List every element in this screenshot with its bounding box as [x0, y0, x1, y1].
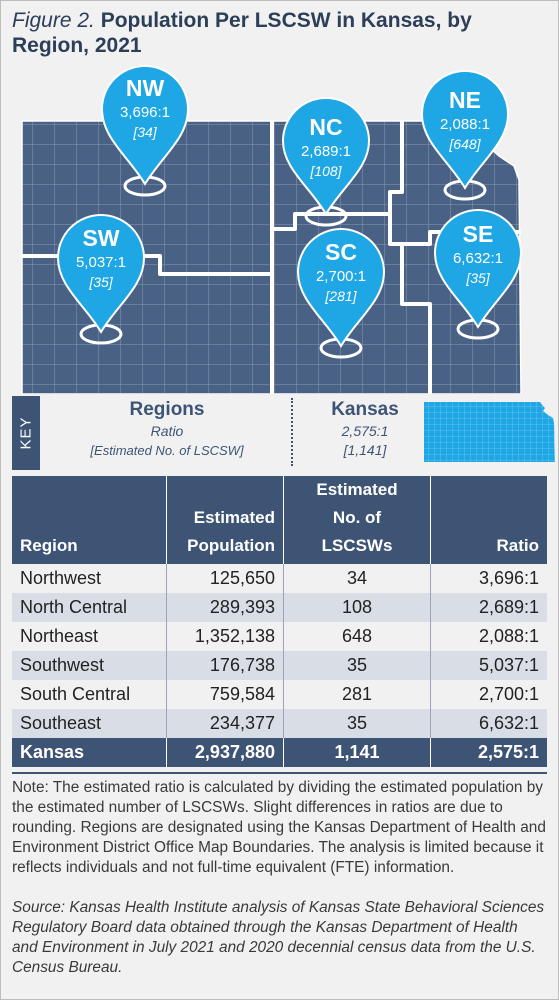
cell-population: 176,738	[166, 651, 284, 680]
kansas-mini-map	[424, 402, 555, 462]
population-table: Region Estimated Population Estimated No…	[12, 476, 547, 767]
table-row: Northeast 1,352,138 648 2,088:1	[12, 622, 547, 651]
cell-lscsws: 34	[283, 564, 431, 593]
cell-population: 759,584	[166, 680, 284, 709]
cell-population: 125,650	[166, 564, 284, 593]
figure-source: Source: Kansas Health Institute analysis…	[12, 899, 545, 976]
cell-ratio: 2,700:1	[430, 680, 547, 709]
figure-note: Note: The estimated ratio is calculated …	[12, 779, 546, 876]
map-key: KEY Regions Ratio [Estimated No. of LSCS…	[12, 396, 555, 470]
table-header-row: Region Estimated Population Estimated No…	[12, 476, 547, 564]
key-kansas: Kansas 2,575:1 [1,141]	[310, 398, 420, 460]
pin-sw-count: [35]	[88, 274, 113, 290]
kansas-region-map: NW 3,696:1 [34] NC 2,689:1 [108] NE 2,08…	[21, 65, 523, 394]
key-regions-ratio: Ratio	[150, 423, 184, 439]
cell-region: North Central	[12, 593, 167, 622]
pin-ne-ratio: 2,088:1	[440, 116, 490, 133]
table-row: Southwest 176,738 35 5,037:1	[12, 651, 547, 680]
cell-ratio: 2,088:1	[430, 622, 547, 651]
cell-population: 2,937,880	[166, 738, 284, 767]
cell-population: 234,377	[166, 709, 284, 738]
cell-ratio: 2,689:1	[430, 593, 547, 622]
pin-sc: SC 2,700:1 [281]	[296, 228, 386, 359]
table-row: Southeast 234,377 35 6,632:1	[12, 709, 547, 738]
cell-ratio: 5,037:1	[430, 651, 547, 680]
figure-title: Figure 2. Population Per LSCSW in Kansas…	[12, 8, 547, 58]
col-header-ratio: Ratio	[430, 476, 547, 564]
cell-ratio: 2,575:1	[430, 738, 547, 767]
table-bottom-rule	[12, 772, 547, 774]
cell-population: 1,352,138	[166, 622, 284, 651]
table-row: South Central 759,584 281 2,700:1	[12, 680, 547, 709]
pin-sw-code: SW	[82, 225, 119, 251]
cell-region: Kansas	[12, 738, 167, 767]
key-regions: Regions Ratio [Estimated No. of LSCSW]	[62, 398, 272, 460]
col-header-population: Estimated Population	[166, 476, 284, 564]
pin-nw-code: NW	[126, 75, 165, 101]
cell-lscsws: 1,141	[283, 738, 431, 767]
pin-ne-code: NE	[449, 87, 481, 113]
key-tab: KEY	[12, 396, 40, 470]
cell-ratio: 3,696:1	[430, 564, 547, 593]
pin-sc-count: [281]	[324, 288, 357, 304]
pin-sw-ratio: 5,037:1	[76, 254, 126, 271]
pin-se-code: SE	[463, 221, 494, 247]
cell-region: Northwest	[20, 568, 102, 588]
pin-nw-count: [34]	[132, 124, 157, 140]
pin-se: SE 6,632:1 [35]	[433, 209, 523, 340]
pin-nw: NW 3,696:1 [34]	[100, 65, 190, 197]
cell-lscsws: 35	[283, 651, 431, 680]
pin-ne: NE 2,088:1 [648]	[420, 70, 510, 201]
pin-ne-count: [648]	[448, 136, 481, 152]
pin-sc-code: SC	[325, 239, 357, 265]
cell-region: Southeast	[12, 709, 167, 738]
table-row: North Central 289,393 108 2,689:1	[12, 593, 547, 622]
key-kansas-ratio: 2,575:1	[341, 423, 389, 439]
figure-title-text: Population Per LSCSW in Kansas, by Regio…	[12, 9, 472, 57]
figure-label: Figure 2.	[12, 9, 95, 32]
table-total-row: Kansas 2,937,880 1,141 2,575:1	[12, 738, 547, 767]
key-tab-label: KEY	[17, 416, 35, 450]
pin-se-count: [35]	[465, 270, 490, 286]
cell-ratio: 6,632:1	[430, 709, 547, 738]
key-divider	[291, 398, 293, 466]
cell-lscsws: 281	[283, 680, 431, 709]
table-row: Northwest 125,650 34 3,696:1	[12, 564, 547, 593]
pin-sw: SW 5,037:1 [35]	[56, 214, 146, 345]
pin-sc-ratio: 2,700:1	[316, 268, 366, 285]
key-regions-count: [Estimated No. of LSCSW]	[90, 443, 244, 458]
key-regions-heading: Regions	[129, 399, 205, 420]
col-header-lscsws: Estimated No. of LSCSWs	[283, 476, 431, 564]
cell-region: Northeast	[20, 626, 99, 646]
pin-nc-count: [108]	[309, 163, 342, 179]
pin-se-ratio: 6,632:1	[453, 250, 503, 267]
pin-nc: NC 2,689:1 [108]	[281, 97, 371, 227]
pin-nc-ratio: 2,689:1	[301, 143, 351, 160]
cell-lscsws: 648	[283, 622, 431, 651]
cell-lscsws: 35	[283, 709, 431, 738]
cell-lscsws: 108	[283, 593, 431, 622]
pin-nc-code: NC	[309, 114, 342, 140]
cell-region: Southwest	[12, 651, 167, 680]
pin-nw-ratio: 3,696:1	[120, 104, 170, 121]
key-kansas-count: [1,141]	[343, 442, 387, 458]
key-kansas-heading: Kansas	[331, 399, 399, 420]
col-header-region: Region	[12, 476, 167, 564]
cell-population: 289,393	[166, 593, 284, 622]
cell-region: South Central	[20, 684, 131, 704]
